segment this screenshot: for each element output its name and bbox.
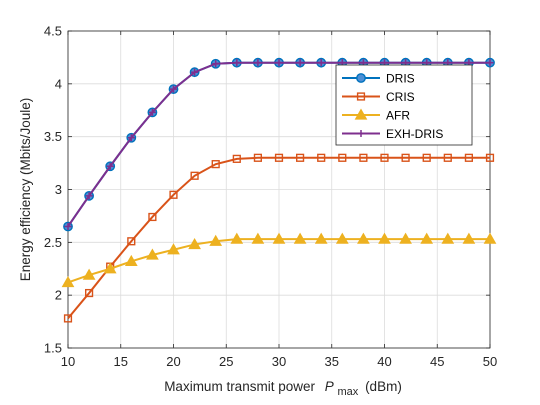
data-point: [293, 232, 307, 244]
legend-entry-afr: AFR: [342, 108, 410, 123]
data-point: [106, 162, 114, 170]
data-point: [317, 59, 325, 67]
series-cris: [63, 153, 495, 323]
y-tick-label: 1.5: [44, 341, 62, 356]
data-point: [483, 232, 497, 244]
data-point: [169, 190, 178, 199]
x-tick-label: 30: [272, 354, 286, 369]
legend-marker: [356, 73, 366, 83]
series-exh-dris: [64, 59, 494, 230]
data-point: [188, 237, 201, 250]
x-tick-label: 20: [166, 354, 180, 369]
legend-entry-dris: DRIS: [342, 72, 415, 86]
data-point: [251, 232, 265, 244]
data-point: [335, 232, 349, 244]
x-tick-label: 35: [325, 354, 339, 369]
legend-marker: [356, 92, 366, 101]
data-point: [420, 232, 434, 244]
data-point: [212, 60, 220, 68]
data-point: [380, 153, 389, 162]
data-point: [441, 232, 455, 244]
data-point: [209, 234, 223, 246]
x-tick-label: 45: [430, 354, 444, 369]
plot-area-frame: [67, 30, 491, 349]
series-line: [67, 156, 490, 320]
data-point: [146, 248, 159, 260]
legend-label: CRIS: [386, 90, 415, 104]
data-point: [253, 153, 263, 162]
data-point: [443, 153, 452, 162]
y-tick-label: 2.5: [44, 235, 62, 250]
data-point: [357, 232, 370, 244]
y-tick-label: 3.5: [44, 129, 62, 144]
data-point: [190, 171, 199, 180]
legend-label: DRIS: [386, 72, 415, 86]
legend-marker: [357, 130, 365, 137]
data-point: [422, 153, 431, 162]
x-tick-label: 15: [114, 354, 128, 369]
y-tick-label: 2: [55, 288, 62, 303]
series-afr: [61, 232, 497, 288]
legend-entry-cris: CRIS: [342, 90, 415, 104]
x-axis-label: Maximum transmit power P max (dBm): [164, 379, 402, 398]
data-point: [314, 232, 328, 244]
data-point: [84, 288, 94, 298]
data-point: [464, 153, 474, 162]
data-point: [124, 254, 138, 266]
data-point: [191, 68, 199, 76]
x-axis-label-var: P: [325, 379, 334, 394]
data-point: [462, 232, 476, 244]
data-point: [275, 59, 283, 67]
data-point: [401, 153, 410, 162]
data-point: [170, 85, 177, 93]
legend: DRIS CRIS AFR EXH-DRIS: [335, 64, 473, 146]
data-point: [296, 59, 304, 67]
data-point: [167, 243, 180, 255]
data-point: [274, 153, 284, 162]
x-axis-label-unit: (dBm): [365, 379, 402, 394]
series-group: [61, 57, 497, 323]
legend-label: EXH-DRIS: [386, 127, 443, 141]
x-tick-label: 25: [219, 354, 233, 369]
data-point: [399, 232, 412, 244]
data-point: [211, 160, 220, 169]
y-tick-label: 3: [55, 182, 62, 197]
data-point: [378, 232, 391, 244]
data-point: [359, 153, 368, 162]
tick-labels: 10 15 20 25 30 35 40 45 50 1.5 2 2.5 3 3.5 4 4.5: [44, 24, 497, 370]
data-point: [148, 212, 157, 222]
data-point: [85, 192, 93, 200]
legend-marker: [354, 108, 368, 120]
x-tick-label: 10: [61, 354, 75, 369]
x-axis-label-sub: max: [338, 386, 359, 398]
data-point: [82, 268, 96, 280]
y-tick-label: 4.5: [44, 24, 62, 39]
y-axis-label: Energy efficiency (Mbits/Joule): [18, 98, 33, 282]
data-point: [127, 237, 136, 246]
legend-label: AFR: [386, 109, 410, 123]
data-point: [103, 262, 117, 274]
data-point: [61, 275, 75, 288]
data-point: [232, 154, 241, 163]
x-axis-label-main: Maximum transmit power: [164, 379, 315, 394]
data-point: [272, 232, 286, 244]
data-point: [338, 153, 347, 162]
data-point: [148, 108, 156, 116]
data-point: [485, 153, 495, 162]
data-point: [317, 153, 326, 162]
x-tick-label: 50: [483, 354, 497, 369]
legend-entry-exh-dris: EXH-DRIS: [342, 127, 443, 141]
data-point: [233, 59, 241, 67]
y-tick-label: 4: [55, 76, 62, 91]
data-point: [63, 314, 73, 323]
x-tick-label: 40: [377, 354, 391, 369]
data-point: [64, 222, 72, 230]
data-point: [230, 232, 244, 244]
data-point: [486, 59, 494, 67]
data-point: [254, 59, 262, 67]
data-point: [127, 134, 135, 142]
data-point: [296, 153, 305, 162]
